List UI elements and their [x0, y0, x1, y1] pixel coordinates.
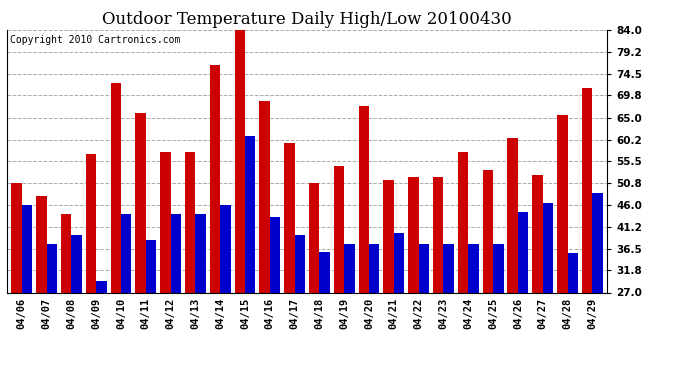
Bar [483, 171, 493, 292]
Bar [284, 143, 295, 292]
Bar [394, 232, 404, 292]
Bar [543, 203, 553, 292]
Bar [518, 212, 529, 292]
Bar [22, 205, 32, 292]
Bar [110, 83, 121, 292]
Bar [567, 254, 578, 292]
Bar [384, 180, 394, 292]
Text: Copyright 2010 Cartronics.com: Copyright 2010 Cartronics.com [10, 35, 180, 45]
Bar [444, 244, 454, 292]
Bar [369, 244, 380, 292]
Bar [210, 64, 220, 292]
Bar [235, 30, 245, 292]
Bar [259, 101, 270, 292]
Bar [11, 183, 22, 292]
Bar [71, 235, 82, 292]
Bar [146, 240, 156, 292]
Bar [419, 244, 429, 292]
Bar [507, 138, 518, 292]
Bar [592, 194, 603, 292]
Bar [433, 177, 444, 292]
Bar [557, 115, 567, 292]
Bar [220, 205, 230, 292]
Bar [245, 136, 255, 292]
Bar [185, 152, 195, 292]
Bar [458, 152, 469, 292]
Bar [582, 88, 592, 292]
Bar [195, 214, 206, 292]
Bar [270, 216, 280, 292]
Bar [319, 252, 330, 292]
Bar [359, 106, 369, 292]
Bar [493, 244, 504, 292]
Bar [295, 235, 305, 292]
Bar [469, 244, 479, 292]
Bar [135, 113, 146, 292]
Bar [344, 244, 355, 292]
Bar [532, 175, 543, 292]
Bar [309, 183, 319, 292]
Bar [61, 214, 71, 292]
Bar [86, 154, 96, 292]
Bar [408, 177, 419, 292]
Bar [160, 152, 170, 292]
Bar [36, 196, 47, 292]
Title: Outdoor Temperature Daily High/Low 20100430: Outdoor Temperature Daily High/Low 20100… [102, 12, 512, 28]
Bar [96, 281, 107, 292]
Bar [121, 214, 131, 292]
Bar [170, 214, 181, 292]
Bar [334, 166, 344, 292]
Bar [47, 244, 57, 292]
